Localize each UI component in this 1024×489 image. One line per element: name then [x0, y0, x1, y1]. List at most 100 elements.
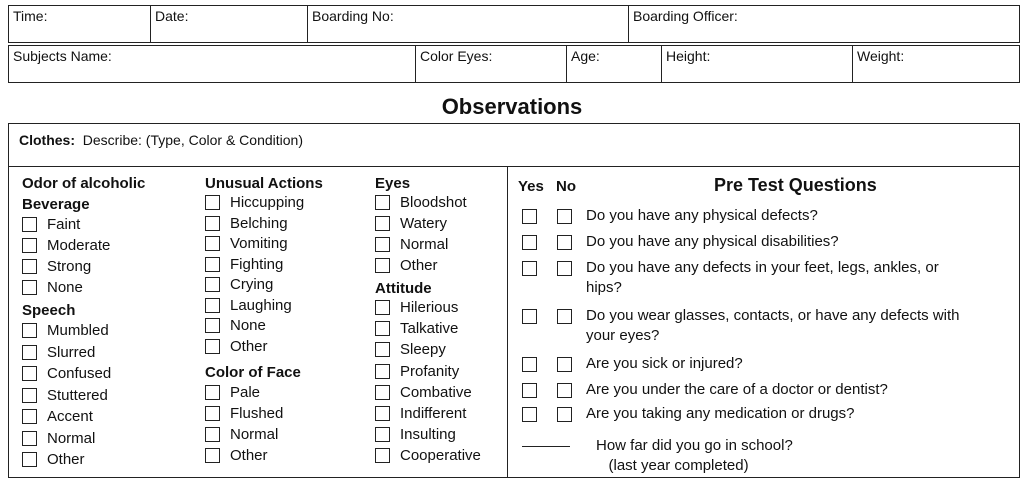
checkbox[interactable]: [375, 342, 390, 358]
yes-checkbox[interactable]: [522, 383, 537, 398]
checkbox[interactable]: [205, 236, 220, 251]
checkbox[interactable]: [205, 195, 220, 210]
boarding-no-field[interactable]: Boarding No:: [307, 5, 629, 43]
pretest-question: Do you wear glasses, contacts, or have a…: [522, 306, 966, 346]
age-field[interactable]: Age:: [566, 45, 662, 83]
school-question[interactable]: How far did you go in school? (last year…: [522, 436, 793, 476]
no-checkbox[interactable]: [557, 383, 572, 398]
checkbox[interactable]: [375, 216, 390, 231]
question-text: Are you under the care of a doctor or de…: [586, 381, 888, 398]
checkbox[interactable]: [375, 427, 390, 443]
checkbox-unusual-item[interactable]: Vomiting: [205, 235, 288, 252]
checkbox-attitude-item[interactable]: Hilerious: [375, 299, 458, 316]
checkbox[interactable]: [205, 406, 220, 421]
checkbox-label: Moderate: [47, 237, 111, 254]
yes-checkbox[interactable]: [522, 235, 537, 250]
checkbox-attitude-item[interactable]: Profanity: [375, 363, 459, 380]
checkbox[interactable]: [375, 237, 390, 252]
checkbox[interactable]: [22, 259, 37, 274]
checkbox-speech-item[interactable]: Mumbled: [22, 322, 109, 339]
no-checkbox[interactable]: [557, 235, 572, 250]
height-field[interactable]: Height:: [661, 45, 853, 83]
checkbox-attitude-item[interactable]: Talkative: [375, 320, 458, 337]
checkbox[interactable]: [375, 258, 390, 273]
checkbox-speech-item[interactable]: Accent: [22, 408, 93, 425]
checkbox-unusual-item[interactable]: Fighting: [205, 256, 283, 273]
checkbox-attitude-item[interactable]: Indifferent: [375, 405, 466, 422]
checkbox-label: Mumbled: [47, 322, 109, 339]
subjects-name-field[interactable]: Subjects Name:: [8, 45, 416, 83]
checkbox[interactable]: [375, 363, 390, 379]
checkbox-face-item[interactable]: Pale: [205, 384, 260, 401]
checkbox[interactable]: [375, 406, 390, 421]
checkbox[interactable]: [22, 387, 37, 403]
checkbox-speech-item[interactable]: Other: [22, 451, 85, 468]
checkbox-speech-item[interactable]: Confused: [22, 365, 111, 382]
checkbox-face-item[interactable]: Normal: [205, 426, 278, 443]
clothes-field[interactable]: Clothes: Describe: (Type, Color & Condit…: [8, 123, 1020, 167]
checkbox[interactable]: [22, 366, 37, 381]
boarding-officer-field[interactable]: Boarding Officer:: [628, 5, 1020, 43]
checkbox-unusual-item[interactable]: Crying: [205, 276, 273, 293]
checkbox-odor-item[interactable]: Moderate: [22, 237, 110, 254]
checkbox[interactable]: [205, 318, 220, 333]
yes-checkbox[interactable]: [522, 261, 537, 276]
no-checkbox[interactable]: [557, 261, 572, 276]
checkbox[interactable]: [22, 344, 37, 360]
checkbox-unusual-item[interactable]: Hiccupping: [205, 194, 304, 211]
checkbox[interactable]: [375, 321, 390, 337]
checkbox[interactable]: [205, 277, 220, 292]
checkbox-unusual-item[interactable]: Laughing: [205, 297, 292, 314]
checkbox[interactable]: [205, 215, 220, 231]
checkbox[interactable]: [205, 297, 220, 313]
checkbox[interactable]: [22, 323, 37, 338]
checkbox-eyes-item[interactable]: Other: [375, 257, 438, 274]
no-checkbox[interactable]: [557, 357, 572, 372]
no-checkbox[interactable]: [557, 309, 572, 324]
checkbox[interactable]: [205, 256, 220, 272]
checkbox[interactable]: [375, 384, 390, 400]
checkbox-attitude-item[interactable]: Combative: [375, 384, 472, 401]
checkbox[interactable]: [22, 217, 37, 232]
checkbox[interactable]: [375, 448, 390, 464]
checkbox[interactable]: [22, 280, 37, 295]
checkbox-unusual-item[interactable]: Other: [205, 338, 268, 355]
checkbox[interactable]: [375, 300, 390, 315]
no-checkbox[interactable]: [557, 407, 572, 422]
checkbox-attitude-item[interactable]: Sleepy: [375, 341, 446, 358]
checkbox-eyes-item[interactable]: Bloodshot: [375, 194, 467, 211]
checkbox-odor-item[interactable]: Strong: [22, 258, 91, 275]
checkbox-eyes-item[interactable]: Normal: [375, 236, 448, 253]
yes-checkbox[interactable]: [522, 357, 537, 372]
weight-field[interactable]: Weight:: [852, 45, 1020, 83]
checkbox[interactable]: [22, 409, 37, 424]
date-field[interactable]: Date:: [150, 5, 308, 43]
checkbox[interactable]: [205, 427, 220, 442]
checkbox[interactable]: [22, 430, 37, 446]
checkbox-speech-item[interactable]: Normal: [22, 430, 95, 447]
checkbox-speech-item[interactable]: Stuttered: [22, 387, 108, 404]
checkbox[interactable]: [22, 238, 37, 253]
checkbox[interactable]: [205, 338, 220, 354]
school-answer-line[interactable]: [522, 446, 570, 447]
checkbox[interactable]: [22, 452, 37, 467]
checkbox-speech-item[interactable]: Slurred: [22, 344, 95, 361]
yes-checkbox[interactable]: [522, 309, 537, 324]
checkbox[interactable]: [205, 448, 220, 463]
checkbox-unusual-item[interactable]: Belching: [205, 215, 288, 232]
checkbox[interactable]: [375, 195, 390, 210]
checkbox-face-item[interactable]: Flushed: [205, 405, 283, 422]
checkbox-attitude-item[interactable]: Cooperative: [375, 447, 481, 464]
no-checkbox[interactable]: [557, 209, 572, 224]
checkbox-face-item[interactable]: Other: [205, 447, 268, 464]
checkbox-eyes-item[interactable]: Watery: [375, 215, 447, 232]
checkbox-odor-item[interactable]: None: [22, 279, 83, 296]
color-eyes-field[interactable]: Color Eyes:: [415, 45, 567, 83]
yes-checkbox[interactable]: [522, 209, 537, 224]
checkbox-unusual-item[interactable]: None: [205, 317, 266, 334]
checkbox[interactable]: [205, 385, 220, 400]
yes-checkbox[interactable]: [522, 407, 537, 422]
checkbox-odor-item[interactable]: Faint: [22, 216, 80, 233]
checkbox-attitude-item[interactable]: Insulting: [375, 426, 456, 443]
time-field[interactable]: Time:: [8, 5, 151, 43]
